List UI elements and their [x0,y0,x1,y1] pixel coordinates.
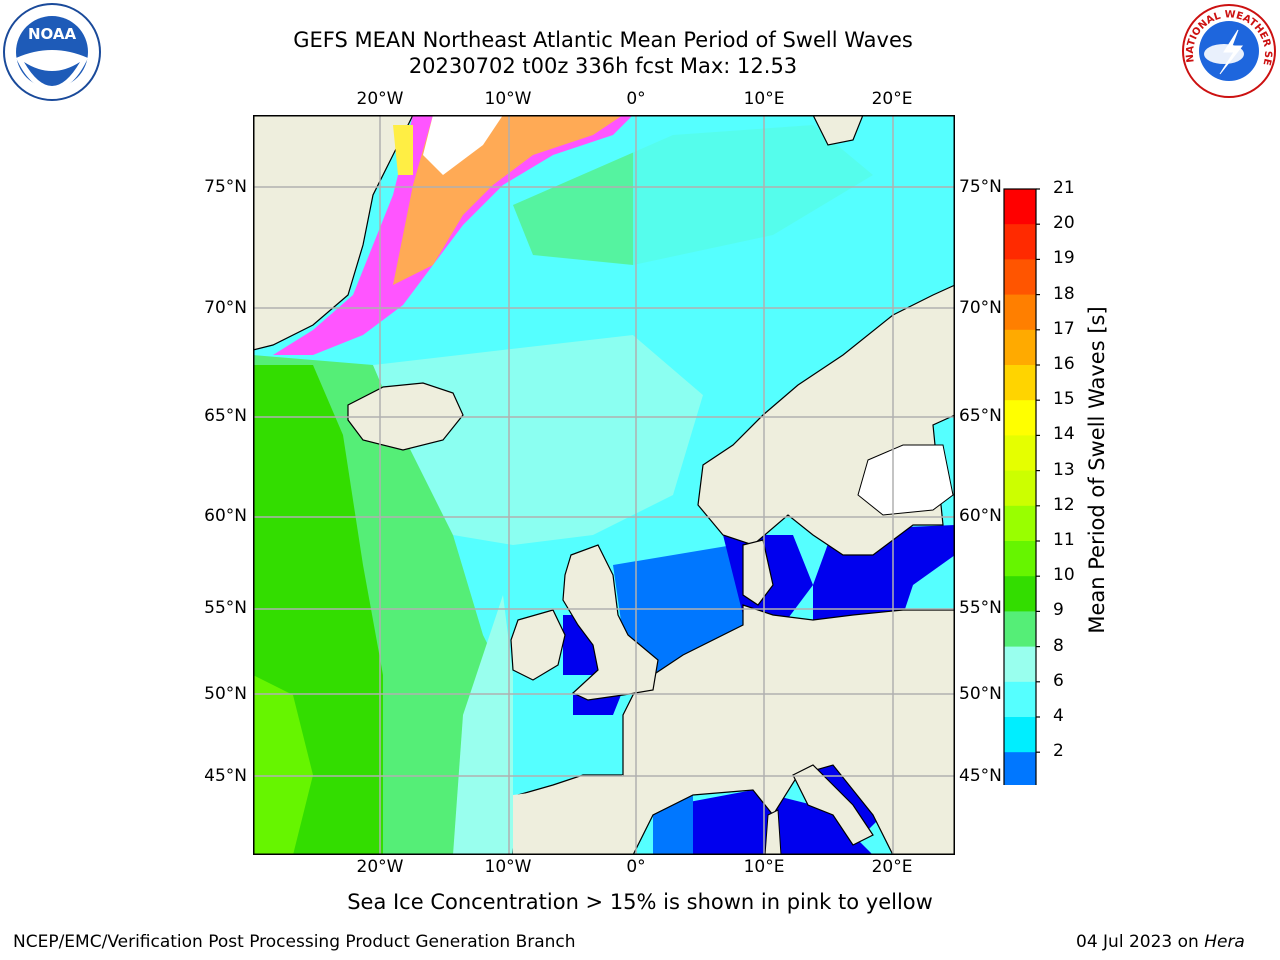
lat-label-right: 60°N [959,506,1002,526]
lat-label-right: 55°N [959,598,1002,618]
colorbar-tick-label: 14 [1053,424,1075,445]
footer-date-text: 04 Jul 2023 on [1076,932,1205,952]
nws-logo-icon: NATIONAL WEATHER SERVICE [1176,0,1278,100]
sea-ice-pink [273,115,633,355]
colorbar-band [1004,646,1036,683]
lat-label-left: 50°N [204,684,247,704]
denmark-land [742,539,774,606]
lon-label-bottom: 10°W [484,857,532,877]
lat-label-right: 50°N [959,684,1002,704]
colorbar-tick-label: 16 [1053,354,1075,374]
colorbar-tick-label: 13 [1053,459,1075,480]
swell-zone-8-9b [453,595,513,855]
colorbar-band [1004,224,1036,260]
sardinia-land [764,809,782,856]
colorbar-tick-label: 9 [1053,600,1064,621]
colorbar-band [1004,541,1036,577]
lon-label-top: 20°E [871,89,913,109]
colorbar-tick-label: 10 [1053,565,1075,586]
colorbar-band [1004,752,1036,788]
colorbar-band [1004,576,1036,612]
lat-label-right: 65°N [959,406,1002,426]
lon-label-bottom: 0° [626,857,646,877]
colorbar-band [1004,470,1036,507]
lat-label-right: 75°N [959,177,1002,197]
sea-ice-caption: Sea Ice Concentration > 15% is shown in … [347,890,933,914]
colorbar-band [1004,294,1036,331]
svg-text:NOAA: NOAA [28,25,77,43]
colorbar-tick-label: 19 [1053,248,1075,269]
colorbar-tick-label: 2 [1053,741,1064,762]
lon-label-bottom: 20°E [871,857,913,877]
noaa-logo-icon: NOAA [2,2,102,102]
colorbar-band [1004,329,1036,366]
colorbar-tick-label: 21 [1053,178,1075,198]
lat-label-left: 65°N [204,406,247,426]
colorbar-tick-label: 12 [1053,494,1075,515]
swell-zone-11-12 [253,675,313,855]
lat-label-right: 45°N [959,766,1002,786]
lat-label-left: 55°N [204,598,247,618]
colorbar-tick-label: 20 [1053,213,1075,234]
colorbar [1000,185,1042,815]
lon-label-top: 10°E [743,89,785,109]
colorbar-band [1004,400,1036,436]
swell-zone-8-9 [373,335,703,545]
gulf-of-bothnia-white [857,444,954,516]
footer-machine: Hera [1204,932,1245,952]
ireland-land [510,609,566,681]
colorbar-tick-label: 11 [1053,530,1075,550]
iberia-land [513,775,623,855]
lat-label-left: 75°N [204,177,247,197]
lat-label-left: 70°N [204,298,247,318]
swell-zone-east [633,115,955,395]
italy-land [792,764,874,846]
colorbar-tick-label: 8 [1053,635,1064,656]
colorbar-band [1004,259,1036,296]
lon-label-bottom: 20°W [356,857,404,877]
colorbar-band [1004,505,1036,542]
colorbar-tick-label: 15 [1053,389,1075,410]
ice-free-white [423,115,503,175]
lon-label-top: 20°W [356,89,404,109]
colorbar-band [1004,435,1036,472]
footer-date: 04 Jul 2023 on Hera [1076,932,1245,952]
colorbar-band [1004,611,1036,648]
colorbar-band [1004,189,1036,225]
map-frame [253,115,955,855]
lon-label-top: 10°W [484,89,532,109]
colorbar-tick-label: 6 [1053,670,1064,691]
chart-subtitle: 20230702 t00z 336h fcst Max: 12.53 [408,54,798,78]
colorbar-tick-label: 17 [1053,318,1075,339]
lat-label-right: 70°N [959,298,1002,318]
colorbar-band [1004,717,1036,753]
lon-label-bottom: 10°E [743,857,785,877]
colorbar-band [1004,681,1036,718]
lon-label-top: 0° [626,89,646,109]
chart-title: GEFS MEAN Northeast Atlantic Mean Period… [293,28,913,52]
lat-label-left: 45°N [204,766,247,786]
colorbar-band [1004,365,1036,401]
lat-label-left: 60°N [204,506,247,526]
great-britain-land [562,544,659,701]
graticule [253,115,955,855]
colorbar-label: Mean Period of Swell Waves [s] [1085,306,1109,634]
sea-ice-yellow [393,125,413,175]
footer-credit: NCEP/EMC/Verification Post Processing Pr… [13,932,576,952]
colorbar-tick-label: 18 [1053,283,1075,304]
colorbar-tick-label: 4 [1053,706,1064,726]
map-panel [252,114,956,859]
